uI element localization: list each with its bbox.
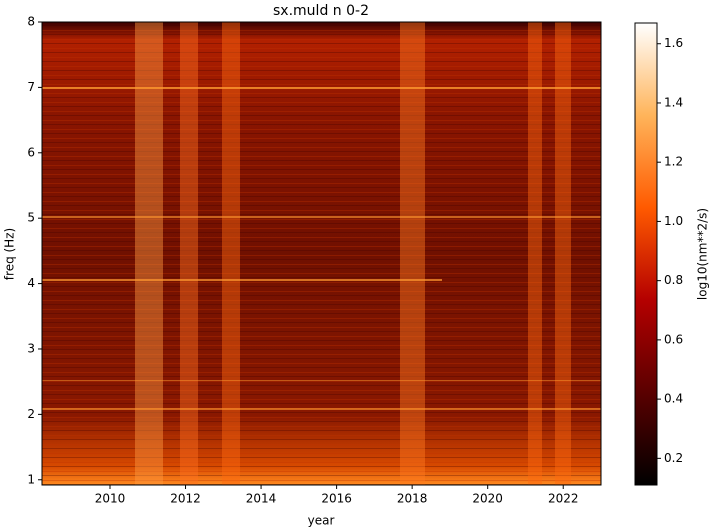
colorbar-tick-label: 1.4: [664, 95, 683, 109]
y-tick-label: 7: [27, 80, 35, 94]
colorbar: [634, 22, 658, 486]
y-axis-label: freq (Hz): [3, 228, 17, 280]
y-tick-label: 3: [27, 341, 35, 355]
plot-frame: [41, 21, 602, 486]
x-tick-label: 2016: [321, 492, 352, 506]
x-tick-label: 2022: [548, 492, 579, 506]
colorbar-tick-label: 1.2: [664, 155, 683, 169]
heatmap-texture: [42, 22, 601, 485]
colorbar-tick-label: 0.8: [664, 273, 683, 287]
x-tick-label: 2018: [397, 492, 428, 506]
chart-title: sx.muld n 0-2: [273, 3, 369, 19]
x-tick-label: 2010: [95, 492, 126, 506]
heatmap-texture: [42, 87, 601, 410]
colorbar-tick-label: 0.4: [664, 392, 683, 406]
colorbar-tick-label: 1.6: [664, 36, 683, 50]
heatmap-texture: [135, 22, 571, 485]
colorbar-label: log10(nm**2/s): [696, 208, 710, 300]
y-tick-label: 5: [27, 211, 35, 225]
x-axis-label: year: [308, 514, 335, 528]
x-tick-label: 2014: [246, 492, 277, 506]
heatmap: [41, 21, 602, 486]
y-tick-label: 4: [27, 276, 35, 290]
x-tick-label: 2012: [170, 492, 201, 506]
colorbar-tick-label: 1.0: [664, 214, 683, 228]
colorbar-tick-label: 0.2: [664, 451, 683, 465]
y-tick-label: 1: [27, 472, 35, 486]
colorbar-tick-label: 0.6: [664, 332, 683, 346]
y-tick-label: 6: [27, 145, 35, 159]
y-tick-label: 8: [27, 15, 35, 29]
x-tick-label: 2020: [472, 492, 503, 506]
y-tick-label: 2: [27, 407, 35, 421]
